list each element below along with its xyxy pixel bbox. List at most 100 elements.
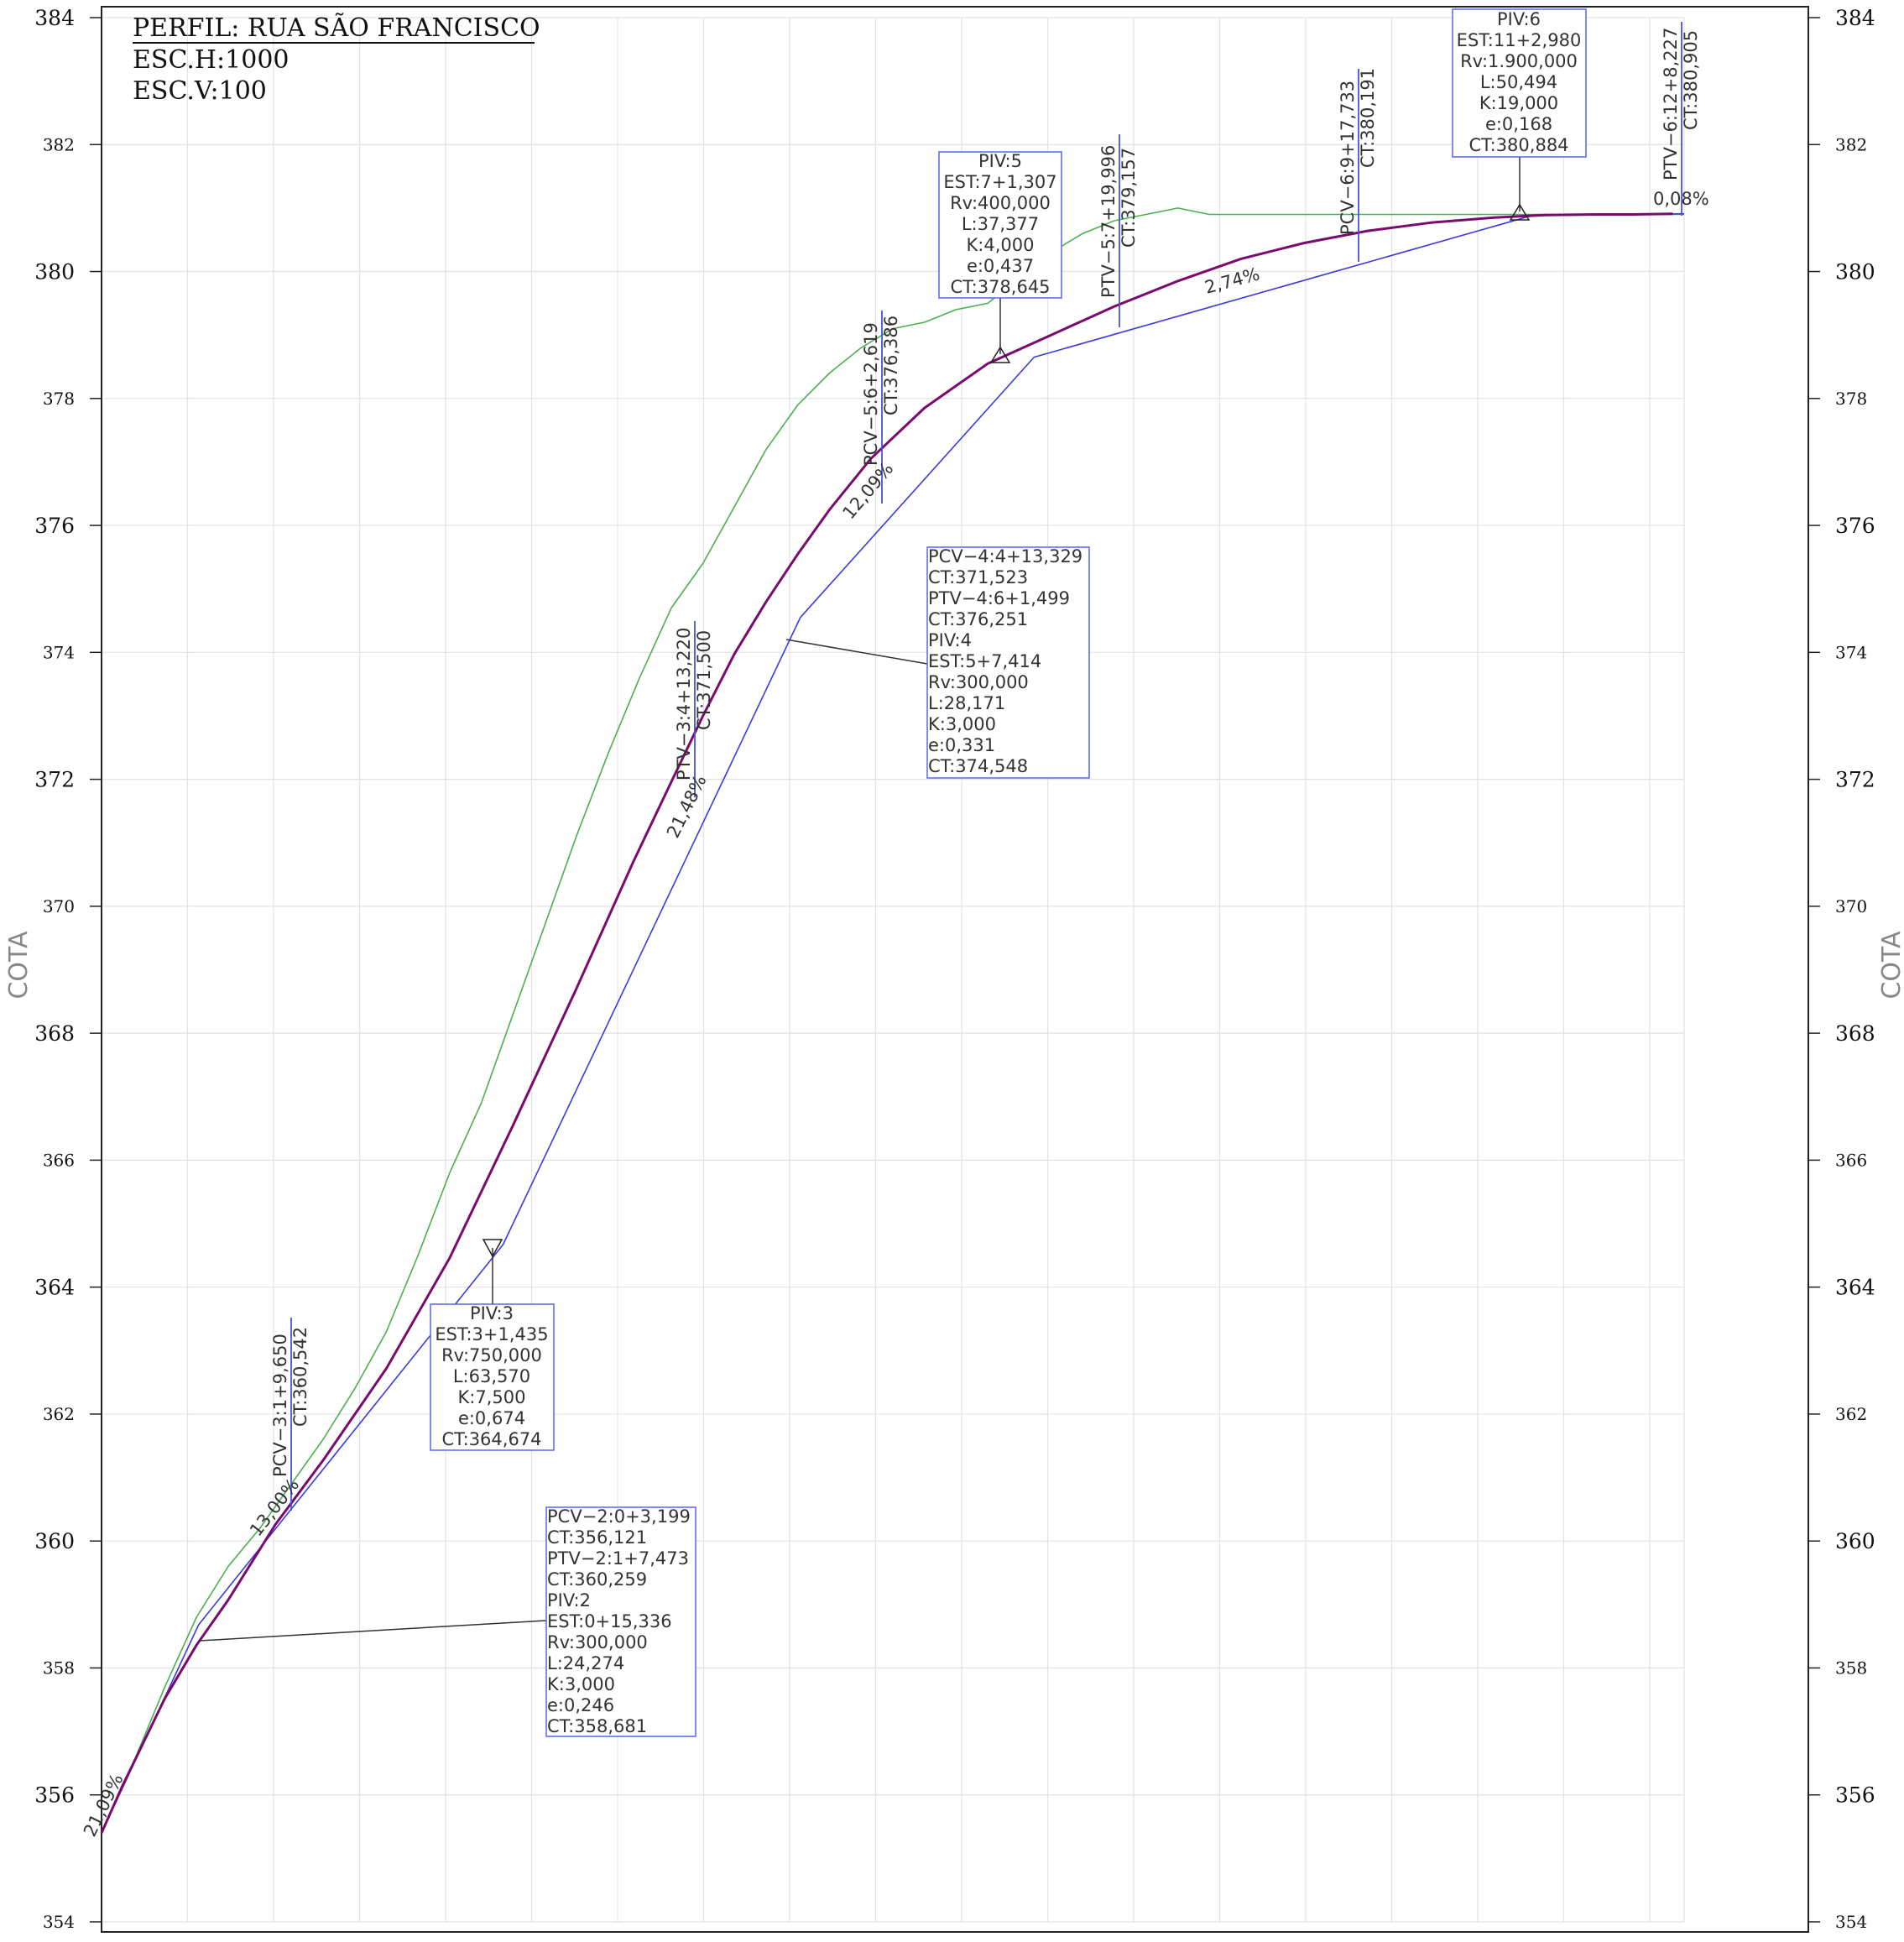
svg-text:L:50,494: L:50,494	[1480, 72, 1557, 92]
y-tick-label-left: 374	[43, 642, 75, 662]
svg-text:Rv:400,000: Rv:400,000	[950, 193, 1051, 213]
y-tick-label-left: 378	[43, 389, 75, 409]
left-axis: 354 356 358 360 362 364 366 368 370 372 374 376 378 3…	[34, 6, 102, 1932]
piv5-triangle-marker	[989, 346, 1011, 363]
y-tick-label-right: 364	[1835, 1275, 1875, 1299]
y-tick-label-right: 376	[1835, 514, 1875, 538]
svg-text:Rv:1.900,000: Rv:1.900,000	[1460, 51, 1578, 71]
svg-text:L:37,377: L:37,377	[962, 214, 1039, 234]
svg-text:e:0,246: e:0,246	[547, 1695, 614, 1715]
svg-text:PIV:3: PIV:3	[470, 1303, 514, 1323]
svg-text:K:3,000: K:3,000	[547, 1674, 615, 1694]
title-block: PERFIL: RUA SÃO FRANCISCO ESC.H:1000 ESC…	[133, 13, 540, 106]
svg-text:CT:380,191: CT:380,191	[1358, 68, 1378, 168]
annotation-box-piv6: PIV:6 EST:11+2,980 Rv:1.900,000 L:50,494…	[1452, 8, 1587, 158]
svg-text:PCV−3:1+9,650: PCV−3:1+9,650	[270, 1334, 290, 1477]
svg-text:PTV−3:4+13,220: PTV−3:4+13,220	[674, 628, 694, 780]
svg-text:K:7,500: K:7,500	[458, 1387, 526, 1407]
svg-text:CT:380,905: CT:380,905	[1681, 30, 1701, 130]
svg-text:PIV:6: PIV:6	[1497, 9, 1541, 29]
ptv5-label: PTV−5:7+19,996 CT:379,157	[1098, 145, 1139, 298]
svg-text:CT:374,548: CT:374,548	[928, 756, 1028, 776]
y-tick-label-left: 358	[43, 1657, 75, 1678]
svg-text:EST:0+15,336: EST:0+15,336	[547, 1611, 672, 1631]
svg-text:CT:371,523: CT:371,523	[928, 567, 1028, 587]
svg-text:CT:376,386: CT:376,386	[881, 316, 901, 415]
station-labels: PCV−3:1+9,650 CT:360,542 PTV−3:4+13,220 …	[270, 28, 1701, 1477]
svg-text:K:3,000: K:3,000	[928, 714, 996, 734]
svg-text:PTV−6:12+8,227: PTV−6:12+8,227	[1661, 28, 1681, 180]
svg-text:Rv:300,000: Rv:300,000	[547, 1632, 648, 1652]
grid	[102, 17, 1685, 1923]
leader-piv2	[199, 1620, 547, 1642]
y-tick-label-right: 382	[1835, 134, 1867, 154]
y-tick-label-right: 384	[1835, 6, 1875, 30]
y-tick-label-left: 376	[34, 514, 75, 538]
y-tick-label-right: 378	[1835, 389, 1867, 409]
y-axis-label-left: COTA	[4, 931, 34, 1000]
y-tick-label-right: 368	[1835, 1021, 1875, 1046]
y-tick-label-right: 366	[1835, 1150, 1867, 1170]
y-tick-label-left: 384	[34, 6, 75, 30]
svg-text:e:0,437: e:0,437	[967, 256, 1034, 276]
svg-text:CT:360,259: CT:360,259	[547, 1569, 647, 1590]
svg-text:PCV−4:4+13,329: PCV−4:4+13,329	[928, 546, 1082, 566]
svg-text:CT:380,884: CT:380,884	[1468, 135, 1568, 155]
right-axis: 354 356 358 360 362 364 366 368 370 372 374 376 378 3…	[1808, 6, 1875, 1932]
svg-text:L:28,171: L:28,171	[928, 693, 1005, 713]
svg-text:PCV−5:6+2,619: PCV−5:6+2,619	[861, 322, 881, 466]
chart-title: PERFIL: RUA SÃO FRANCISCO	[133, 13, 540, 43]
svg-text:CT:356,121: CT:356,121	[547, 1527, 647, 1548]
y-tick-label-left: 364	[34, 1275, 75, 1299]
svg-text:CT:364,674: CT:364,674	[441, 1429, 541, 1449]
svg-text:CT:358,681: CT:358,681	[547, 1716, 647, 1736]
ptv3-label: PTV−3:4+13,220 CT:371,500	[674, 628, 714, 780]
y-tick-label-left: 382	[43, 134, 75, 154]
pcv3-label: PCV−3:1+9,650 CT:360,542	[270, 1327, 310, 1477]
annotation-box-piv5: PIV:5 EST:7+1,307 Rv:400,000 L:37,377 K:…	[938, 151, 1062, 299]
y-tick-label-left: 360	[34, 1529, 75, 1553]
svg-text:PCV−2:0+3,199: PCV−2:0+3,199	[547, 1506, 691, 1527]
y-tick-label-right: 362	[1835, 1404, 1867, 1424]
svg-text:CT:371,500: CT:371,500	[694, 630, 714, 730]
svg-text:CT:360,542: CT:360,542	[290, 1327, 310, 1427]
ptv6-label: PTV−6:12+8,227 CT:380,905	[1661, 28, 1701, 180]
leader-piv4	[785, 639, 928, 665]
y-tick-label-left: 368	[34, 1021, 75, 1046]
piv3-triangle-marker	[482, 1239, 503, 1258]
svg-text:PIV:2: PIV:2	[547, 1590, 591, 1611]
y-tick-label-right: 360	[1835, 1529, 1875, 1553]
terrain-profile-line	[101, 207, 1684, 1834]
y-tick-label-left: 370	[43, 896, 75, 916]
y-tick-label-right: 370	[1835, 896, 1867, 916]
annotation-box-piv2: PCV−2:0+3,199 CT:356,121 PTV−2:1+7,473 C…	[545, 1506, 696, 1737]
y-tick-label-left: 380	[34, 259, 75, 284]
y-tick-label-right: 354	[1835, 1912, 1867, 1932]
y-tick-label-right: 372	[1835, 767, 1875, 791]
y-tick-label-left: 356	[34, 1783, 75, 1807]
annotation-box-piv4: PCV−4:4+13,329 CT:371,523 PTV−4:6+1,499 …	[926, 546, 1090, 779]
svg-text:CT:379,157: CT:379,157	[1119, 148, 1139, 248]
svg-text:K:19,000: K:19,000	[1479, 93, 1558, 113]
scale-vertical: ESC.V:100	[133, 76, 267, 106]
svg-text:CT:376,251: CT:376,251	[928, 609, 1028, 629]
y-tick-label-left: 372	[34, 767, 75, 791]
y-tick-label-left: 362	[43, 1404, 75, 1424]
svg-text:EST:5+7,414: EST:5+7,414	[928, 651, 1041, 671]
svg-text:PTV−2:1+7,473: PTV−2:1+7,473	[547, 1548, 689, 1569]
svg-text:PTV−4:6+1,499: PTV−4:6+1,499	[928, 588, 1070, 608]
svg-text:e:0,168: e:0,168	[1485, 114, 1552, 134]
piv-markers	[482, 203, 1531, 1258]
y-tick-label-right: 380	[1835, 259, 1875, 284]
svg-text:PTV−5:7+19,996: PTV−5:7+19,996	[1098, 145, 1119, 298]
piv6-triangle-marker	[1509, 203, 1531, 221]
svg-text:K:4,000: K:4,000	[967, 235, 1035, 255]
pcv5-label: PCV−5:6+2,619 CT:376,386	[861, 316, 901, 466]
svg-text:EST:11+2,980: EST:11+2,980	[1457, 30, 1582, 50]
svg-text:EST:3+1,435: EST:3+1,435	[435, 1324, 548, 1344]
annotation-box-piv3: PIV:3 EST:3+1,435 Rv:750,000 L:63,570 K:…	[430, 1303, 555, 1451]
y-tick-label-left: 354	[43, 1912, 75, 1932]
svg-text:PIV:4: PIV:4	[928, 630, 972, 650]
y-tick-label-left: 366	[43, 1150, 75, 1170]
svg-text:PCV−6:9+17,733: PCV−6:9+17,733	[1338, 81, 1358, 235]
